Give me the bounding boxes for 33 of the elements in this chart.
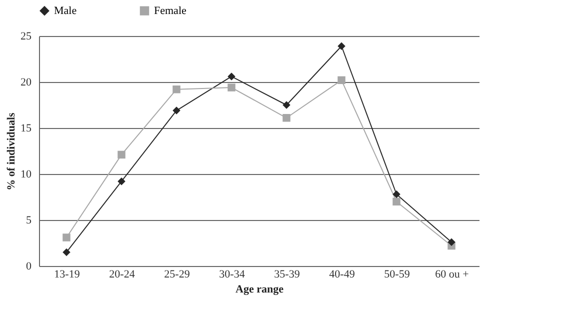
x-axis-title: Age range <box>236 284 284 296</box>
x-tick-label: 50-59 <box>384 268 410 280</box>
y-tick-label: 0 <box>26 260 32 272</box>
x-tick-label: 30-34 <box>219 268 246 280</box>
x-tick-label: 60 ou + <box>435 268 469 280</box>
point <box>62 234 70 242</box>
x-tick-label: 25-29 <box>164 268 190 280</box>
point <box>448 238 456 246</box>
point <box>118 150 126 159</box>
x-tick-label: 20-24 <box>109 268 136 280</box>
legend-label: Female <box>154 4 186 17</box>
legend-label: Male <box>54 4 77 17</box>
x-tick-label: 40-49 <box>329 268 356 280</box>
point <box>62 248 70 256</box>
point <box>228 84 236 92</box>
y-tick-label: 15 <box>20 122 32 134</box>
point <box>172 106 180 114</box>
point <box>392 190 400 198</box>
point <box>392 198 400 206</box>
x-tick-label: 13-19 <box>54 268 80 280</box>
point <box>338 42 346 50</box>
point <box>282 114 290 122</box>
x-tick-label: 35-39 <box>274 268 300 280</box>
point <box>282 101 290 109</box>
point <box>228 72 236 80</box>
point <box>118 177 126 186</box>
y-tick-label: 10 <box>20 168 32 180</box>
y-axis-title: % of individuals <box>6 112 18 190</box>
y-tick-label: 20 <box>20 76 32 88</box>
point <box>338 76 346 84</box>
point <box>172 85 180 94</box>
y-tick-label: 25 <box>20 30 32 42</box>
y-tick-label: 5 <box>26 214 32 226</box>
